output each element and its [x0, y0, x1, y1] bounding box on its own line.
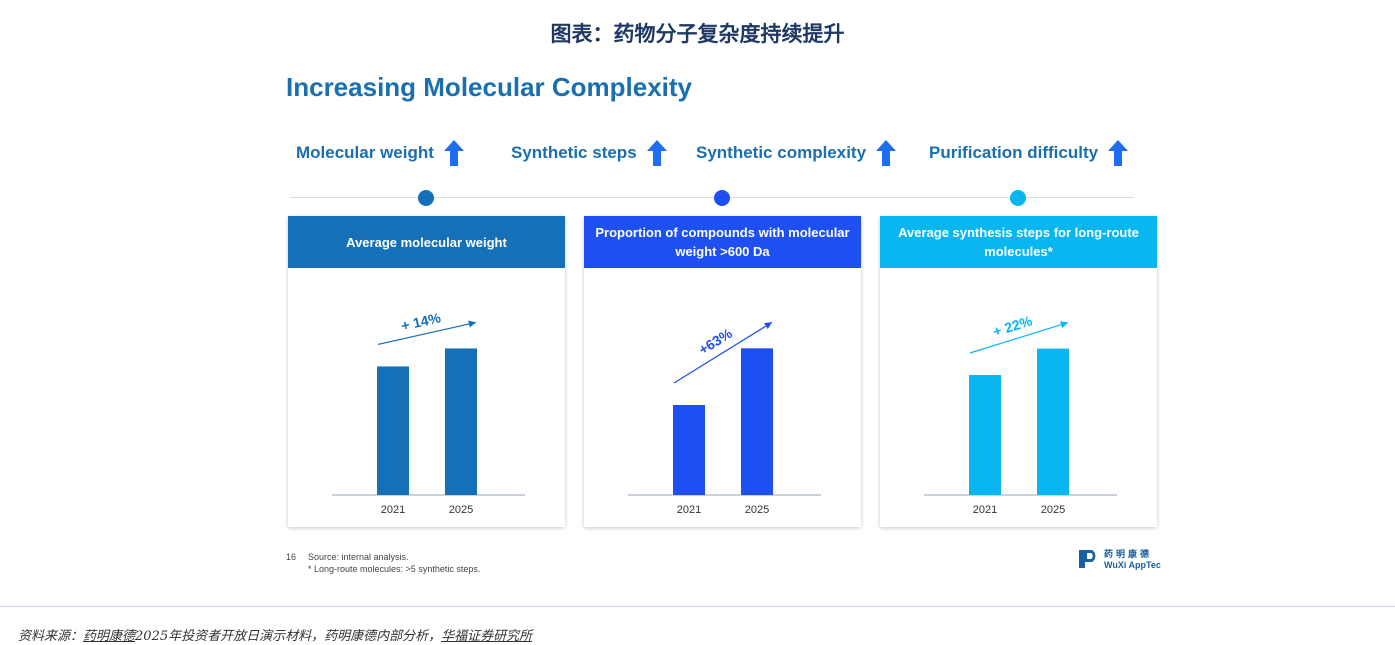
chart-title: Average synthesis steps for long-route m…: [880, 216, 1157, 268]
footnote-note: * Long-route molecules: >5 synthetic ste…: [308, 564, 481, 574]
x-tick-label: 2021: [677, 504, 701, 516]
chart-title: Proportion of compounds with molecular w…: [584, 216, 861, 268]
logo-mark-icon: [1079, 549, 1096, 568]
up-arrow-icon: [876, 140, 897, 166]
source-part1: 药明康德: [83, 629, 136, 644]
timeline-dot: [1010, 190, 1026, 206]
metric-label: Molecular weight: [296, 143, 434, 162]
metric-synthetic-complexity: Synthetic complexity: [696, 140, 897, 166]
growth-label: +63%: [696, 325, 736, 358]
x-tick-label: 2021: [973, 504, 997, 516]
source-line: 资料来源：药明康德2025年投资者开放日演示材料，药明康德内部分析，华福证券研究…: [18, 625, 532, 644]
chart-title: Average molecular weight: [288, 216, 565, 268]
logo-chinese: 药明康德: [1104, 549, 1153, 559]
logo-english: WuXi AppTec: [1104, 560, 1161, 570]
footnote-source: Source: internal analysis.: [308, 552, 409, 562]
wuxi-apptec-logo: 药明康德 WuXi AppTec: [1078, 547, 1161, 570]
x-tick-label: 2021: [381, 504, 405, 516]
chart-panel-compounds-600da: Proportion of compounds with molecular w…: [584, 216, 861, 527]
up-arrow-icon: [1108, 140, 1129, 166]
metric-label: Synthetic steps: [511, 143, 637, 162]
timeline-dot: [714, 190, 730, 206]
bar-2021: [673, 405, 705, 495]
chart-panel-synthesis-steps: Average synthesis steps for long-route m…: [880, 216, 1157, 527]
page-title: 图表：药物分子复杂度持续提升: [550, 22, 845, 46]
x-tick-label: 2025: [449, 504, 473, 516]
source-prefix: 资料来源：: [18, 629, 84, 644]
up-arrow-icon: [443, 140, 464, 166]
metric-molecular-weight: Molecular weight: [296, 140, 464, 166]
metric-synthetic-steps: Synthetic steps: [511, 140, 667, 166]
metric-purification-difficulty: Purification difficulty: [929, 140, 1129, 166]
metric-label: Purification difficulty: [929, 143, 1099, 162]
source-part3: 华福证券研究所: [441, 629, 533, 644]
bar-chart: 2021 2025+ 22%: [924, 312, 1117, 516]
bar-chart: 2021 2025 +63%: [628, 321, 821, 516]
metric-label: Synthetic complexity: [696, 143, 867, 162]
up-arrow-icon: [646, 140, 667, 166]
growth-arrow: [969, 321, 1069, 354]
slide-heading: Increasing Molecular Complexity: [286, 72, 693, 102]
timeline-line: [290, 197, 1134, 198]
timeline-dot: [418, 190, 434, 206]
x-tick-label: 2025: [1041, 504, 1065, 516]
bar-2025: [741, 348, 773, 495]
growth-label: + 14%: [400, 309, 443, 334]
growth-arrow: [673, 321, 773, 384]
footnote: 16 Source: internal analysis. * Long-rout…: [286, 551, 480, 575]
chart-panel-molecular-weight: Average molecular weight 2021 2025 + 14%: [288, 216, 565, 527]
page-number: 16: [286, 552, 297, 562]
bar-2021: [377, 366, 409, 495]
bar-2025: [445, 348, 477, 495]
bar-2021: [969, 375, 1001, 495]
source-part2: 2025年投资者开放日演示材料，药明康德内部分析，: [135, 629, 442, 644]
bar-2025: [1037, 348, 1069, 495]
x-tick-label: 2025: [745, 504, 769, 516]
growth-arrow: [377, 320, 477, 346]
bar-chart: 2021 2025 + 14%: [332, 309, 525, 516]
bottom-divider: [0, 606, 1395, 607]
